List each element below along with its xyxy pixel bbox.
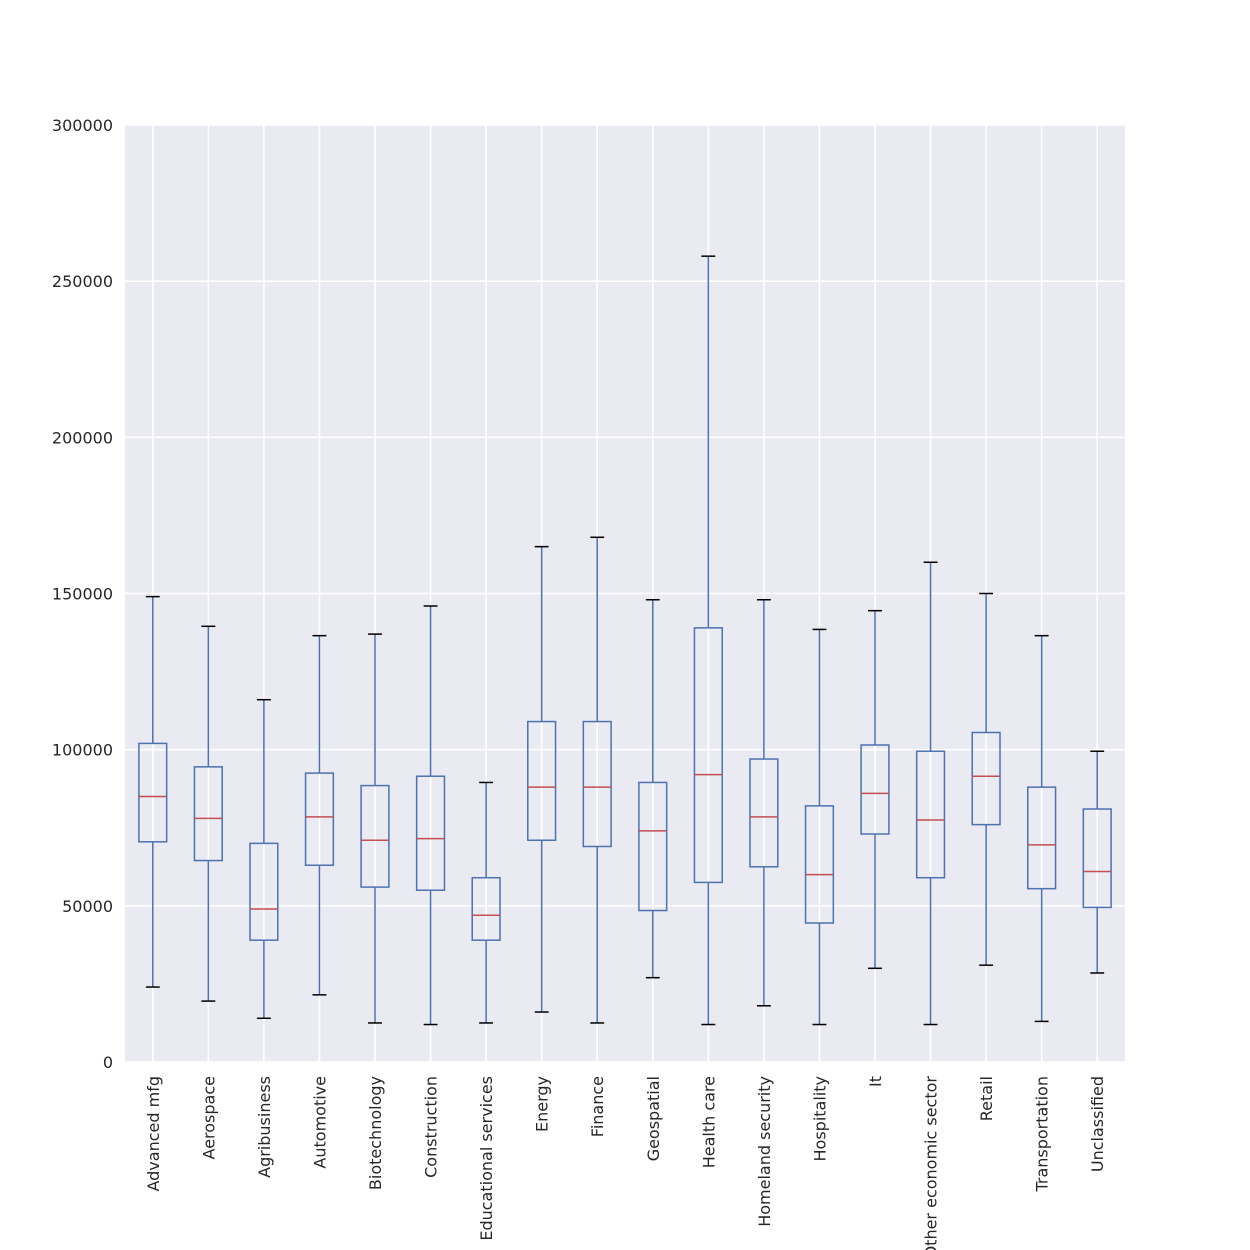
box-unclassified — [1082, 750, 1112, 974]
iqr-box — [304, 772, 335, 866]
x-tick-labels: Advanced mfg Aerospace Agribusiness Automot… — [144, 1076, 1107, 1250]
box-geospatial — [638, 598, 668, 979]
iqr-box — [193, 766, 223, 862]
iqr-box — [638, 781, 668, 912]
iqr-box — [360, 784, 390, 888]
x-tick-label: Retail — [977, 1076, 996, 1121]
x-tick-label: Aerospace — [199, 1076, 218, 1159]
x-tick-label: Unclassified — [1088, 1076, 1107, 1172]
x-tick-label: Other economic sector — [922, 1076, 941, 1250]
y-tick-label: 150000 — [52, 585, 113, 604]
x-tick-label: Educational services — [477, 1076, 496, 1241]
box-automotive — [304, 634, 335, 996]
iqr-box — [582, 720, 612, 848]
box-construction — [415, 605, 446, 1026]
box-agribusiness — [249, 698, 279, 1020]
x-tick-label: Geospatial — [644, 1076, 663, 1161]
iqr-box — [804, 805, 835, 924]
x-tick-label: Transportation — [1033, 1076, 1052, 1193]
box-advanced-mfg — [138, 595, 168, 988]
iqr-box — [693, 627, 723, 884]
boxes — [138, 255, 1112, 1026]
iqr-box — [415, 775, 446, 891]
box-homeland-security — [749, 598, 779, 1007]
box-energy — [527, 545, 557, 1013]
x-tick-label: Energy — [533, 1076, 552, 1132]
iqr-box — [1082, 808, 1112, 909]
iqr-box — [138, 742, 168, 843]
box-hospitality — [804, 628, 835, 1026]
box-retail — [971, 592, 1001, 966]
box-transportation — [1027, 634, 1057, 1023]
y-tick-label: 50000 — [62, 897, 113, 916]
y-tick-label: 250000 — [52, 272, 113, 291]
iqr-box — [860, 744, 890, 835]
x-tick-label: Construction — [422, 1076, 441, 1178]
y-tick-labels: 0 50000 100000 150000 200000 250000 300000 — [52, 116, 113, 1072]
iqr-box — [971, 731, 1001, 826]
x-tick-label: Hospitality — [810, 1076, 829, 1161]
box-aerospace — [193, 625, 223, 1002]
iqr-box — [915, 750, 946, 879]
iqr-box — [249, 842, 279, 941]
x-tick-label: Finance — [588, 1076, 607, 1137]
box-finance — [582, 536, 612, 1024]
x-tick-label: Health care — [699, 1076, 718, 1168]
iqr-box — [527, 720, 557, 841]
y-tick-label: 100000 — [52, 741, 113, 760]
y-tick-label: 0 — [103, 1053, 113, 1072]
box-educational-services — [471, 781, 501, 1024]
box-it — [860, 609, 890, 970]
box-biotechnology — [360, 633, 390, 1024]
x-tick-label: Agribusiness — [255, 1076, 274, 1178]
box-health-care — [693, 255, 723, 1026]
x-tick-label: It — [866, 1076, 885, 1087]
x-tick-label: Biotechnology — [366, 1076, 385, 1190]
box-other-economic-sector — [915, 561, 946, 1026]
iqr-box — [1027, 786, 1057, 890]
x-tick-label: Advanced mfg — [144, 1076, 163, 1192]
iqr-box — [471, 876, 501, 941]
y-tick-label: 300000 — [52, 116, 113, 135]
x-tick-label: Automotive — [310, 1076, 329, 1169]
y-tick-label: 200000 — [52, 428, 113, 447]
iqr-box — [749, 758, 779, 868]
x-tick-label: Homeland security — [755, 1076, 774, 1227]
